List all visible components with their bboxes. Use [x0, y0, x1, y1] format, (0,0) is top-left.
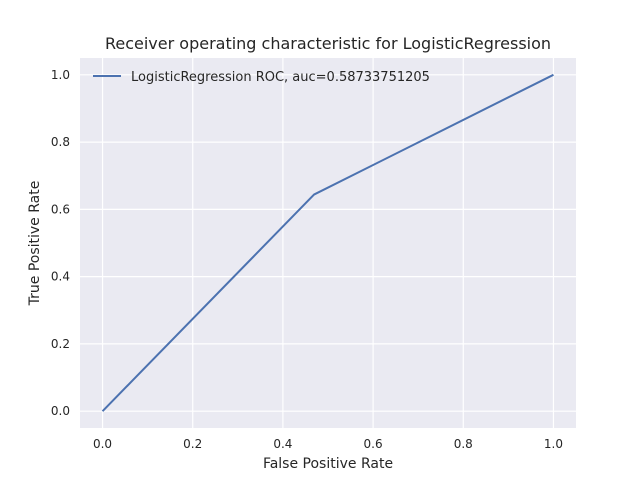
legend-label: LogisticRegression ROC, auc=0.5873375120… — [131, 70, 430, 85]
y-tick-label: 0.6 — [51, 202, 70, 216]
y-tick-label: 0.2 — [51, 337, 70, 351]
y-tick-label: 0.4 — [51, 270, 70, 284]
y-tick-label: 0.8 — [51, 135, 70, 149]
legend: LogisticRegression ROC, auc=0.5873375120… — [93, 70, 430, 85]
x-tick-label: 0.2 — [183, 437, 202, 451]
x-tick-label: 1.0 — [544, 437, 563, 451]
y-axis-ticks: 0.0 0.2 0.4 0.6 0.8 1.0 — [51, 68, 70, 418]
roc-curve-line — [101, 73, 554, 412]
y-axis-label: True Positive Rate — [27, 181, 43, 307]
plot-area — [80, 58, 576, 428]
chart-title: Receiver operating characteristic for Lo… — [105, 34, 551, 53]
y-tick-label: 1.0 — [51, 68, 70, 82]
x-tick-label: 0.0 — [93, 437, 112, 451]
x-tick-label: 0.8 — [454, 437, 473, 451]
series-group — [101, 73, 554, 412]
x-tick-label: 0.4 — [273, 437, 292, 451]
x-tick-label: 0.6 — [364, 437, 383, 451]
grid-lines — [80, 58, 576, 428]
y-tick-label: 0.0 — [51, 404, 70, 418]
x-axis-ticks: 0.0 0.2 0.4 0.6 0.8 1.0 — [93, 437, 563, 451]
x-axis-label: False Positive Rate — [263, 456, 393, 472]
